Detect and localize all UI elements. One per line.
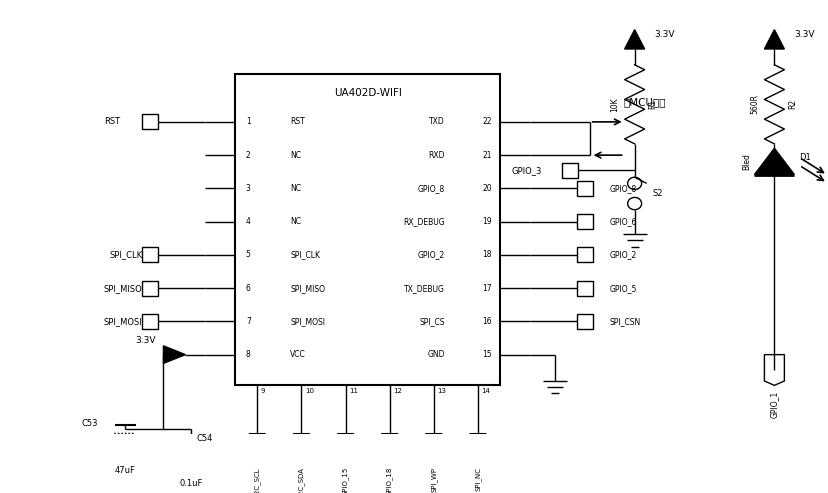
Text: SPI_CLK: SPI_CLK: [109, 250, 142, 259]
Text: 5: 5: [246, 250, 250, 259]
Text: GPIO_5: GPIO_5: [609, 283, 636, 293]
Text: RST: RST: [104, 117, 120, 126]
Text: D1: D1: [798, 152, 810, 162]
Text: 6: 6: [246, 283, 250, 293]
Text: SPI_MOSI: SPI_MOSI: [290, 317, 325, 326]
Text: UA402D-WIFI: UA402D-WIFI: [333, 88, 401, 98]
Text: R2: R2: [787, 99, 796, 109]
Text: 20: 20: [482, 184, 491, 193]
Text: I2C_SDA: I2C_SDA: [297, 467, 305, 493]
Text: SPI_CSN: SPI_CSN: [609, 317, 640, 326]
Text: NC: NC: [290, 151, 301, 160]
Text: 47uF: 47uF: [115, 466, 136, 475]
Text: C54: C54: [196, 433, 213, 443]
Text: GPIO_15: GPIO_15: [342, 467, 349, 493]
Text: GPIO_6: GPIO_6: [609, 217, 636, 226]
Text: GND: GND: [427, 350, 445, 359]
Text: 12: 12: [392, 388, 402, 394]
Bar: [576, 181, 592, 196]
Text: 18: 18: [482, 250, 491, 259]
Text: 560R: 560R: [749, 94, 758, 114]
Text: SPI_WP: SPI_WP: [430, 467, 436, 492]
Bar: [142, 114, 158, 129]
Text: 接MCU串口: 接MCU串口: [623, 98, 665, 107]
Text: RST: RST: [290, 117, 305, 126]
Text: GPIO_2: GPIO_2: [417, 250, 445, 259]
Text: GPIO_3: GPIO_3: [511, 166, 542, 175]
Text: TXD: TXD: [429, 117, 445, 126]
Text: TX_DEBUG: TX_DEBUG: [403, 283, 445, 293]
Text: 10: 10: [305, 388, 314, 394]
Text: SPI_MISO: SPI_MISO: [290, 283, 325, 293]
Text: 17: 17: [482, 283, 491, 293]
Text: 22: 22: [482, 117, 491, 126]
Bar: [142, 247, 158, 262]
Bar: [576, 247, 592, 262]
Text: 9: 9: [261, 388, 265, 394]
Text: 3.3V: 3.3V: [793, 30, 814, 38]
Text: 11: 11: [349, 388, 358, 394]
Text: SPI_MOSI: SPI_MOSI: [104, 317, 142, 326]
Text: I2C_SCL: I2C_SCL: [253, 467, 260, 493]
Text: 3: 3: [246, 184, 250, 193]
Text: GPIO_8: GPIO_8: [609, 184, 636, 193]
Text: SPI_CS: SPI_CS: [419, 317, 445, 326]
Text: 1: 1: [246, 117, 250, 126]
Text: GPIO_1: GPIO_1: [769, 391, 778, 419]
Bar: [561, 163, 577, 177]
Text: SPI_NC: SPI_NC: [474, 467, 481, 491]
Text: RXD: RXD: [428, 151, 445, 160]
Text: 13: 13: [436, 388, 445, 394]
Bar: [142, 281, 158, 296]
Text: NC: NC: [290, 184, 301, 193]
Text: S2: S2: [652, 189, 662, 198]
Bar: [576, 314, 592, 329]
Bar: [142, 314, 158, 329]
Text: 10K: 10K: [609, 97, 619, 111]
Text: 16: 16: [482, 317, 491, 326]
Polygon shape: [623, 30, 644, 49]
Text: R1: R1: [647, 99, 657, 109]
Text: C53: C53: [81, 419, 98, 427]
Text: 14: 14: [481, 388, 489, 394]
Text: 2: 2: [246, 151, 250, 160]
Text: Bled: Bled: [741, 153, 750, 170]
Polygon shape: [753, 148, 793, 175]
Text: RX_DEBUG: RX_DEBUG: [403, 217, 445, 226]
Text: 15: 15: [482, 350, 491, 359]
Polygon shape: [163, 346, 185, 363]
Text: 3.3V: 3.3V: [135, 336, 155, 345]
Text: 19: 19: [482, 217, 491, 226]
Text: 0.1uF: 0.1uF: [180, 479, 203, 488]
Text: 7: 7: [246, 317, 250, 326]
Text: GPIO_18: GPIO_18: [386, 467, 392, 493]
Text: GPIO_8: GPIO_8: [417, 184, 445, 193]
Polygon shape: [763, 30, 783, 49]
Bar: [576, 214, 592, 229]
Text: NC: NC: [290, 217, 301, 226]
Text: GPIO_2: GPIO_2: [609, 250, 636, 259]
Text: 4: 4: [246, 217, 250, 226]
Text: SPI_CLK: SPI_CLK: [290, 250, 320, 259]
Text: VCC: VCC: [290, 350, 306, 359]
Text: 21: 21: [482, 151, 491, 160]
Text: 3.3V: 3.3V: [654, 30, 674, 38]
Text: SPI_MISO: SPI_MISO: [104, 283, 142, 293]
Bar: [235, 73, 499, 386]
Bar: [576, 281, 592, 296]
Text: 8: 8: [246, 350, 250, 359]
